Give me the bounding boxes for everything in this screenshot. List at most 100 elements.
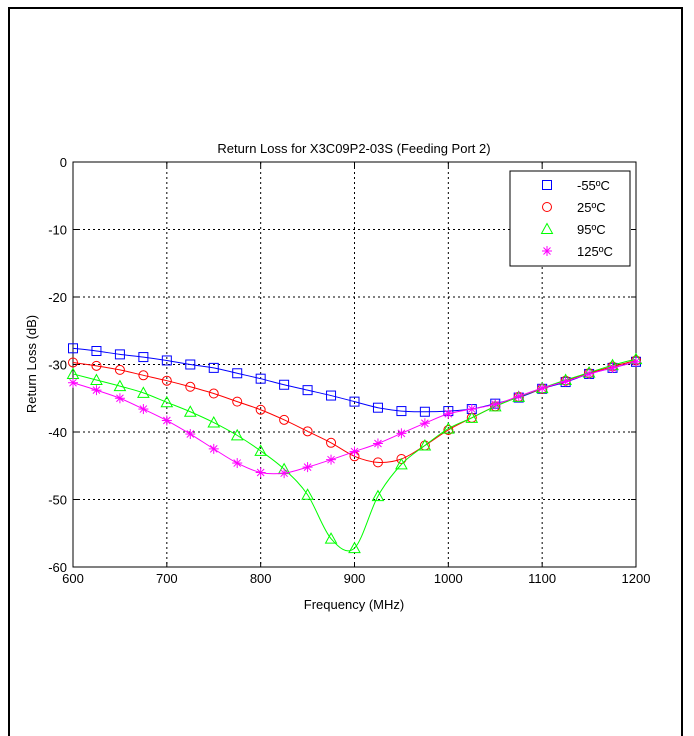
data-point — [185, 381, 196, 392]
data-point — [138, 404, 149, 415]
data-point — [137, 386, 150, 398]
legend-label: 25ºC — [577, 200, 606, 215]
data-point — [161, 355, 172, 366]
data-point — [68, 357, 78, 368]
data-point — [372, 457, 383, 468]
y-tick-label: 0 — [60, 155, 67, 170]
y-tick-label: -50 — [48, 493, 67, 508]
data-point — [419, 418, 430, 429]
data-point — [138, 370, 149, 381]
data-point — [208, 362, 219, 373]
y-tick-label: -30 — [48, 358, 67, 373]
x-tick-label: 800 — [250, 571, 272, 586]
data-point — [443, 424, 454, 435]
legend-marker — [542, 202, 552, 212]
data-point — [138, 352, 149, 363]
data-point — [207, 416, 221, 428]
data-point — [208, 388, 219, 399]
data-point — [349, 396, 360, 407]
data-point — [302, 426, 313, 437]
data-point — [324, 532, 338, 544]
data-point — [348, 541, 361, 554]
legend-marker — [542, 180, 552, 190]
data-point — [161, 415, 172, 426]
data-point — [349, 446, 360, 457]
data-point — [326, 437, 337, 448]
data-point — [208, 443, 219, 454]
chart-title: Return Loss for X3C09P2-03S (Feeding Por… — [217, 141, 490, 156]
legend-label: 125ºC — [577, 244, 613, 259]
data-point — [419, 406, 430, 417]
data-point — [301, 488, 314, 500]
data-point — [279, 468, 290, 479]
data-point — [443, 408, 454, 419]
data-point — [185, 429, 196, 440]
legend-label: 95ºC — [577, 222, 606, 237]
data-point — [513, 391, 524, 402]
data-point — [560, 376, 571, 387]
data-point — [161, 375, 172, 386]
data-point — [90, 373, 103, 386]
legend-box — [509, 170, 631, 267]
legend-label: -55ºC — [577, 178, 610, 193]
y-tick-label: -10 — [48, 223, 67, 238]
x-tick-label: 700 — [156, 571, 178, 586]
legend-marker — [542, 246, 552, 256]
data-point — [114, 364, 125, 375]
data-point — [232, 368, 243, 379]
data-point — [395, 457, 408, 470]
page-frame — [8, 7, 683, 736]
data-point — [255, 404, 266, 415]
grid-lines — [73, 162, 636, 567]
data-point — [418, 438, 432, 451]
data-point — [372, 438, 383, 449]
data-point — [396, 406, 407, 417]
data-point — [91, 346, 102, 356]
data-point — [631, 356, 641, 367]
data-point — [396, 428, 407, 439]
data-point — [114, 349, 125, 360]
data-point — [230, 428, 244, 441]
data-point — [441, 422, 455, 434]
y-tick-label: -60 — [48, 560, 67, 575]
data-point — [302, 385, 313, 396]
data-point — [232, 458, 243, 469]
data-point — [607, 362, 618, 373]
x-tick-label: 1100 — [528, 571, 556, 586]
data-point — [372, 402, 383, 413]
data-point — [537, 383, 548, 394]
data-point — [185, 359, 196, 370]
data-point — [326, 390, 337, 401]
data-point — [255, 373, 266, 384]
data-point — [326, 454, 337, 465]
data-point — [465, 411, 479, 423]
axis-ticks: 600 700 800 900 1000 1100 1200 0 -10 -20 -30 -40 -50… — [48, 155, 650, 586]
y-tick-label: -40 — [48, 425, 67, 440]
data-point — [279, 379, 290, 390]
data-point — [466, 404, 477, 415]
data-point — [279, 414, 290, 425]
x-tick-label: 1000 — [434, 571, 463, 586]
legend: -55ºC 25ºC 95ºC 125ºC — [509, 170, 631, 267]
y-tick-label: -20 — [48, 290, 67, 305]
data-point — [255, 467, 266, 478]
data-point — [114, 393, 125, 404]
x-tick-label: 900 — [344, 571, 366, 586]
x-tick-label: 600 — [62, 571, 84, 586]
data-point — [91, 360, 102, 371]
data-point — [68, 343, 78, 354]
data-point — [488, 399, 502, 412]
data-point — [91, 385, 102, 396]
data-point — [183, 405, 197, 417]
x-tick-label: 1200 — [622, 571, 651, 586]
series-4 — [68, 356, 641, 479]
data-point — [68, 377, 78, 388]
x-axis-label: Frequency (MHz) — [304, 597, 404, 612]
series-group — [66, 343, 643, 554]
data-point — [254, 444, 268, 456]
series-1 — [68, 343, 641, 417]
legend-marker — [540, 222, 554, 234]
data-point — [490, 399, 501, 410]
data-point — [584, 368, 595, 379]
